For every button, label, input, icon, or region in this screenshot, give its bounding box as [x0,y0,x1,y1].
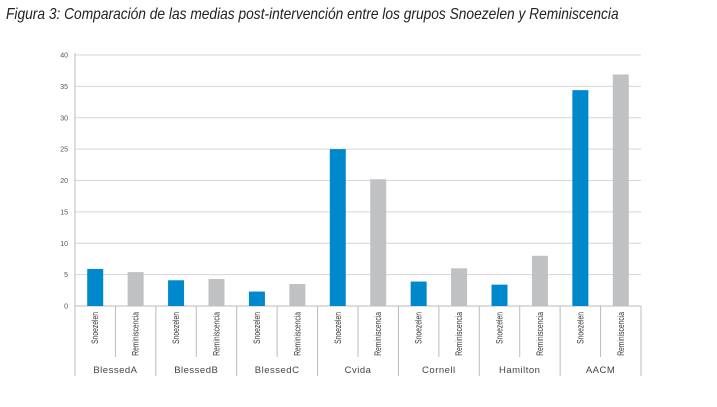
category-label: Snoezelen [90,312,100,344]
category-label: Snoezelen [414,312,424,344]
category-label: Reminiscencia [535,312,545,356]
category-label: Snoezelen [333,312,343,344]
y-tick-label: 0 [64,304,68,311]
y-tick-label: 15 [60,209,68,216]
category-label: Snoezelen [575,312,585,344]
bar-snoezelen-blessedc [248,291,265,306]
group-label: BlessedA [93,365,137,376]
y-tick-label: 5 [64,272,68,279]
category-label: Snoezelen [495,312,505,344]
group-label: BlessedB [174,365,218,376]
y-tick-label: 30 [60,115,68,122]
group-label: Cornell [422,365,456,376]
category-label: Snoezelen [171,312,181,344]
bar-reminiscencia-blessedc [289,284,306,306]
bar-snoezelen-blesseda [87,268,104,306]
y-tick-label: 20 [60,178,68,185]
category-label: Reminiscencia [292,312,302,356]
bar-snoezelen-aacm [572,90,589,306]
category-label: Snoezelen [252,312,262,344]
group-label: BlessedC [255,365,300,376]
bar-snoezelen-blessedb [168,280,185,306]
bar-snoezelen-cornell [410,281,427,306]
bar-reminiscencia-blessedb [208,279,225,306]
category-label: Reminiscencia [212,312,222,356]
bar-reminiscencia-cornell [451,268,468,306]
category-label: Reminiscencia [454,312,464,356]
bar-reminiscencia-blesseda [127,272,144,306]
category-label: Reminiscencia [131,312,141,356]
bar-snoezelen-cvida [329,149,346,306]
category-label: Reminiscencia [616,312,626,356]
bar-reminiscencia-aacm [612,74,629,306]
category-label: Reminiscencia [373,312,383,356]
bar-reminiscencia-cvida [370,179,387,306]
y-tick-label: 35 [60,84,68,91]
y-tick-label: 40 [60,53,68,60]
group-label: Cvida [345,365,372,376]
y-tick-label: 10 [60,241,68,248]
chart-title: Figura 3: Comparación de las medias post… [6,6,619,23]
group-label: AACM [586,365,615,376]
y-tick-label: 25 [60,147,68,154]
bar-reminiscencia-hamilton [531,255,548,306]
bar-snoezelen-hamilton [491,284,508,306]
group-label: Hamilton [499,365,541,376]
